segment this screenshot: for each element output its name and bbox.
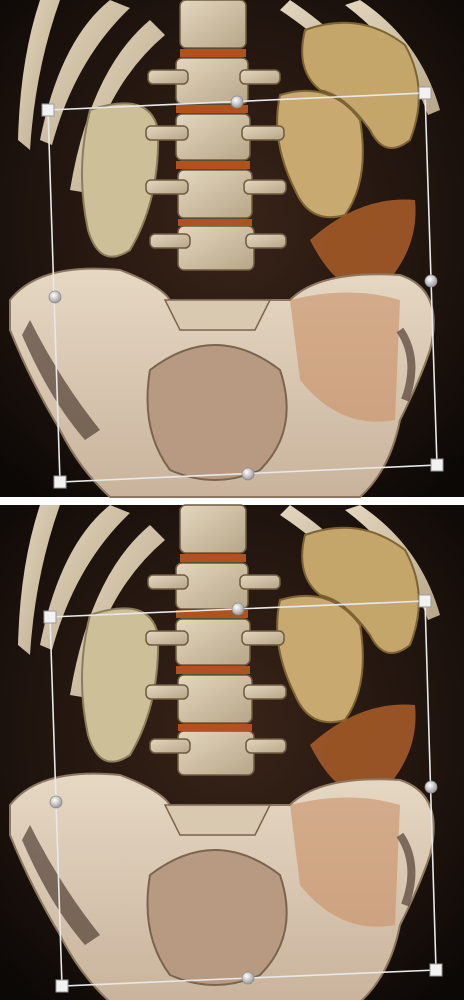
edge-handle[interactable] (241, 971, 255, 985)
edge-handle[interactable] (241, 467, 255, 481)
corner-handle[interactable] (43, 610, 57, 624)
corner-handle[interactable] (429, 963, 443, 977)
crop-box (41, 86, 444, 489)
corner-handle[interactable] (41, 103, 55, 117)
edge-handle[interactable] (48, 290, 62, 304)
corner-handle[interactable] (53, 475, 67, 489)
edge-handle[interactable] (230, 95, 244, 109)
corner-handle[interactable] (418, 86, 432, 100)
corner-handle[interactable] (430, 458, 444, 472)
corner-handle[interactable] (55, 979, 69, 993)
volume-render (0, 505, 464, 1000)
edge-handle[interactable] (49, 795, 63, 809)
crop-box (43, 594, 443, 993)
edge-handle[interactable] (424, 274, 438, 288)
volume-render (0, 0, 464, 497)
edge-handle[interactable] (424, 780, 438, 794)
corner-handle[interactable] (418, 594, 432, 608)
edge-handle[interactable] (231, 602, 245, 616)
